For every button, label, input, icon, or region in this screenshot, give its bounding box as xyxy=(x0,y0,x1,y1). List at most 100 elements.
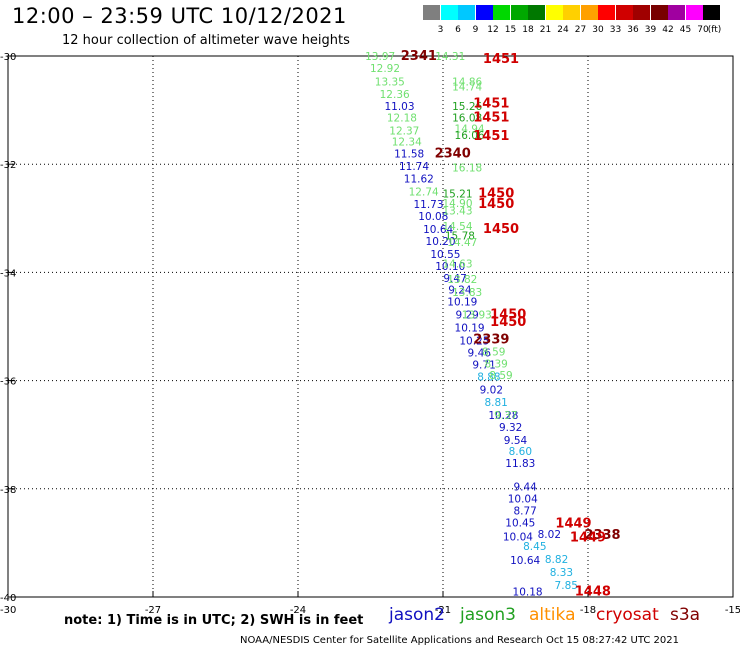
x-tick-label: -24 xyxy=(290,605,306,616)
wave-height-value: 15.78 xyxy=(445,231,475,243)
wave-height-value: 8.59 xyxy=(482,346,505,358)
wave-height-value: 10.19 xyxy=(455,323,485,335)
wave-height-value: 9.46 xyxy=(468,347,492,359)
orbit-pass-label: 1451 xyxy=(473,111,509,126)
wave-height-value: 14.94 xyxy=(455,123,485,135)
x-tick-label: -30 xyxy=(0,605,16,616)
colorbar-swatch xyxy=(633,5,650,20)
wave-height-value: 11.58 xyxy=(394,148,424,160)
legend-altika: altika xyxy=(529,605,576,625)
orbit-pass-label: 1451 xyxy=(473,129,509,144)
wave-height-value: 10.19 xyxy=(447,297,477,309)
wave-height-value: 9.54 xyxy=(504,435,528,447)
legend-jason3: jason3 xyxy=(460,605,516,625)
wave-height-value: 12.92 xyxy=(370,63,400,75)
wave-height-value: 10.04 xyxy=(508,494,538,506)
wave-height-value: 9.02 xyxy=(480,384,503,396)
y-tick-label: -30 xyxy=(0,52,16,63)
wave-height-value: 16.18 xyxy=(452,162,482,174)
wave-height-value: 9.71 xyxy=(472,359,495,371)
x-tick-label: -21 xyxy=(435,605,451,616)
orbit-pass-label: 1450 xyxy=(490,315,526,330)
wave-height-value: 14.74 xyxy=(452,81,482,93)
wave-height-value: 13.83 xyxy=(452,287,482,299)
wave-height-value: 13.43 xyxy=(442,206,472,218)
colorbar-tick-label: 36 xyxy=(627,25,639,35)
orbit-pass-label: 1449 xyxy=(570,530,606,545)
wave-height-value: 12.74 xyxy=(409,186,439,198)
colorbar-tick-label: 3 xyxy=(437,25,444,35)
colorbar-tick-label: 6 xyxy=(455,25,461,35)
orbit-pass-label: 1450 xyxy=(478,186,514,201)
wave-height-value: 14.63 xyxy=(442,259,472,271)
orbit-pass-label: 2340 xyxy=(435,146,471,161)
wave-height-value: 10.10 xyxy=(435,261,465,273)
wave-height-value: 12.34 xyxy=(392,136,422,148)
colorbar-tick-label: 42 xyxy=(662,25,674,35)
colorbar-swatch xyxy=(423,5,440,20)
wave-height-value: 8.59 xyxy=(489,370,512,382)
wave-height-value: 9.47 xyxy=(443,273,466,285)
orbit-pass-label: 1450 xyxy=(478,197,514,212)
orbit-pass-label: 1450 xyxy=(490,308,526,323)
wave-height-value: 10.08 xyxy=(418,211,448,223)
wave-height-value: 13.97 xyxy=(365,51,395,63)
wave-height-value: 10.64 xyxy=(423,224,453,236)
y-tick-label: -38 xyxy=(0,485,16,496)
wave-height-value: 8.81 xyxy=(484,397,507,409)
colorbar-swatch xyxy=(703,5,720,20)
orbit-pass-label: 1451 xyxy=(473,97,509,112)
wave-height-value: 10.45 xyxy=(505,517,535,529)
wave-height-value: 7.85 xyxy=(555,580,578,592)
colorbar-swatch xyxy=(545,5,563,20)
wave-height-value: 15.21 xyxy=(442,188,472,200)
wave-height-value: 9.29 xyxy=(455,310,478,322)
colorbar-swatch xyxy=(563,5,580,20)
colorbar-swatch xyxy=(528,5,545,20)
colorbar-tick-label: 12 xyxy=(487,25,499,35)
y-tick-label: -32 xyxy=(0,160,16,171)
map-subtitle: 12 hour collection of altimeter wave hei… xyxy=(62,33,350,48)
y-tick-label: -34 xyxy=(0,268,16,279)
colorbar-tick-label: 21 xyxy=(539,25,552,35)
colorbar-swatch xyxy=(510,5,528,20)
wave-height-value: 9.24 xyxy=(448,285,472,297)
wave-height-value: 14.86 xyxy=(452,76,482,88)
colorbar-swatch xyxy=(493,5,510,20)
wave-height-value: 8.77 xyxy=(513,505,536,517)
wave-height-value: 12.36 xyxy=(380,89,410,101)
x-tick-label: -18 xyxy=(580,605,596,616)
wave-height-value: 11.74 xyxy=(399,161,429,173)
wave-height-value: 9.37 xyxy=(494,410,517,422)
note-text: note: 1) Time is in UTC; 2) SWH is in fe… xyxy=(64,613,364,628)
wave-height-value: 10.04 xyxy=(503,531,533,543)
colorbar-unit: (ft) xyxy=(707,25,722,35)
wave-height-value: 8.33 xyxy=(550,567,573,579)
wave-height-value: 10.28 xyxy=(488,410,518,422)
wave-height-value: 14.47 xyxy=(447,237,477,249)
colorbar-tick-label: 70 xyxy=(697,25,709,35)
colorbar-swatch xyxy=(615,5,633,20)
wave-height-value: 14.90 xyxy=(442,198,472,210)
orbit-pass-label: 2338 xyxy=(584,528,620,543)
wave-height-value: 14.54 xyxy=(442,221,472,233)
wave-height-value: 9.44 xyxy=(513,482,537,494)
map-title: 12:00 – 23:59 UTC 10/12/2021 xyxy=(12,4,347,28)
wave-height-value: 11.73 xyxy=(413,199,443,211)
colorbar-tick-label: 39 xyxy=(644,25,657,35)
orbit-pass-label: 2339 xyxy=(473,332,509,347)
colorbar-tick-label: 24 xyxy=(557,25,569,35)
wave-height-value: 10.25 xyxy=(459,336,489,348)
colorbar-tick-label: 18 xyxy=(522,25,534,35)
wave-height-value: 13.93 xyxy=(462,310,492,322)
orbit-pass-label: 1448 xyxy=(575,585,611,600)
colorbar-tick-label: 45 xyxy=(679,25,692,35)
wave-height-value: 13.35 xyxy=(375,76,405,88)
wave-height-value: 15.26 xyxy=(452,101,482,113)
colorbar-swatch xyxy=(475,5,493,20)
wave-height-value: 13.82 xyxy=(447,274,477,286)
colorbar-swatch xyxy=(440,5,458,20)
wave-height-value: 8.82 xyxy=(545,554,568,566)
x-tick-label: -27 xyxy=(145,605,161,616)
